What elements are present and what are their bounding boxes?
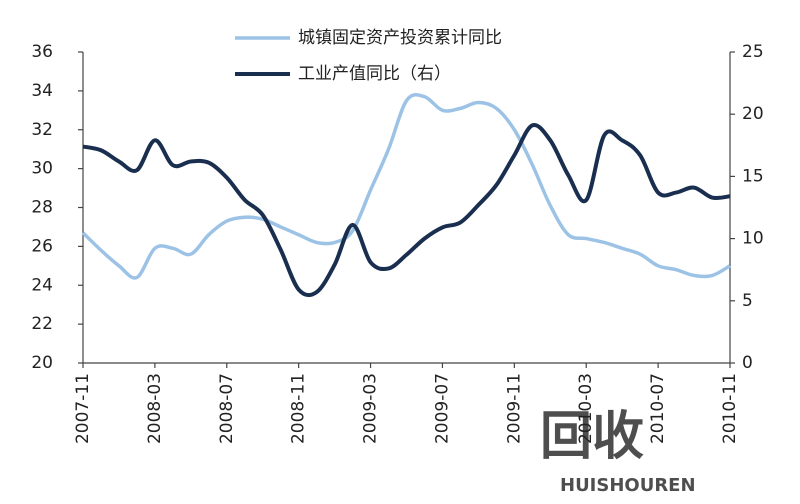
x-tick-label: 2010-07 xyxy=(648,373,668,444)
x-tick-label: 2008-03 xyxy=(145,373,165,444)
y-tick-label: 34 xyxy=(31,81,53,101)
x-tick-label: 2008-11 xyxy=(289,373,309,444)
x-tick-label: 2010-03 xyxy=(576,373,596,444)
y2-tick-label: 15 xyxy=(742,166,764,186)
x-tick-label: 2007-11 xyxy=(73,373,93,444)
x-tick-label: 2009-03 xyxy=(361,373,381,444)
y-tick-label: 32 xyxy=(31,120,53,140)
watermark: 回收 xyxy=(540,407,644,467)
series-line xyxy=(82,123,731,298)
y-tick-label: 28 xyxy=(31,198,53,218)
y2-tick-label: 5 xyxy=(742,291,753,311)
x-tick-label: 2008-07 xyxy=(217,373,237,444)
legend-label: 城镇固定资产投资累计同比 xyxy=(298,28,502,48)
x-tick-label: 2009-07 xyxy=(432,373,452,444)
y2-tick-label: 25 xyxy=(742,42,764,62)
y-tick-label: 26 xyxy=(31,236,53,256)
series-line xyxy=(81,93,731,280)
x-tick-label: 2009-11 xyxy=(504,373,524,444)
y-tick-label: 22 xyxy=(31,314,53,334)
y-tick-label: 20 xyxy=(31,353,53,373)
watermark: HUISHOUREN xyxy=(560,475,696,496)
x-tick-label: 2010-11 xyxy=(720,373,740,444)
y2-tick-label: 0 xyxy=(742,353,753,373)
legend-label: 工业产值同比（右） xyxy=(298,64,451,84)
y2-tick-label: 20 xyxy=(742,104,764,124)
y-tick-label: 30 xyxy=(31,159,53,179)
y2-tick-label: 10 xyxy=(742,229,764,249)
y-tick-label: 36 xyxy=(31,42,53,62)
y-tick-label: 24 xyxy=(31,275,53,295)
